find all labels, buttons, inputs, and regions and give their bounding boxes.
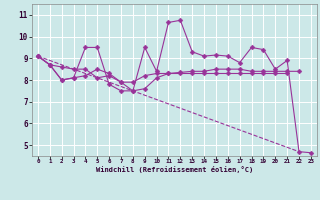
X-axis label: Windchill (Refroidissement éolien,°C): Windchill (Refroidissement éolien,°C) (96, 166, 253, 173)
